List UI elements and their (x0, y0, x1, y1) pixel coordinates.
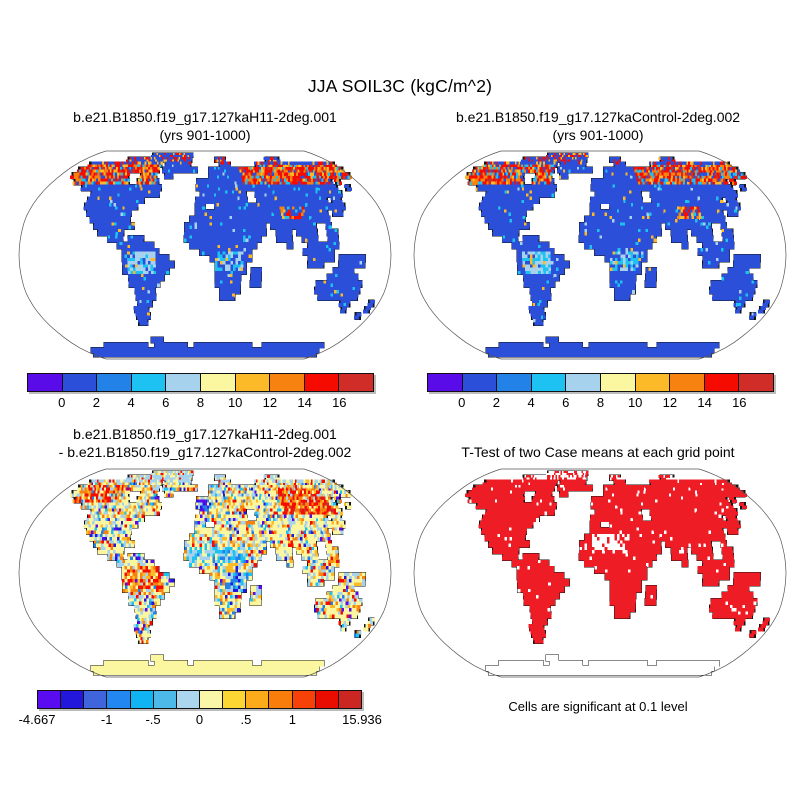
colorbar-tick-label: 2 (492, 395, 501, 410)
colorbar-segment (152, 691, 176, 708)
colorbar-segment (314, 691, 338, 708)
main-title: JJA SOIL3C (kgC/m^2) (307, 76, 493, 96)
colorbar-segment (165, 374, 200, 391)
colorbar-tick-label: 16 (332, 395, 347, 410)
colorbar-segment (669, 374, 704, 391)
colorbar-segment (130, 374, 166, 391)
colorbar-segment (303, 374, 339, 391)
colorbar-segment (634, 374, 670, 391)
colorbar-segment (738, 374, 773, 391)
colorbar-tick-label: .5 (240, 712, 252, 727)
panel-title-difference-line1: b.e21.B1850.f19_g17.127kaH11-2deg.001 (73, 426, 337, 442)
colorbar-segment (496, 374, 531, 391)
map-case2 (413, 150, 787, 360)
colorbar-segment (175, 691, 199, 708)
panel-title-ttest: T-Test of two Case means at each grid po… (403, 443, 793, 461)
colorbar-tick-label: 8 (196, 395, 205, 410)
colorbar-segment (337, 691, 361, 708)
colorbar-segment (28, 374, 62, 391)
colorbar-tick-labels: -4.667 -1 -.5 0 .5 1 15.936 (19, 712, 382, 728)
map-outline (413, 150, 787, 360)
colorbar-tick-label: -.5 (145, 712, 161, 727)
panel-title-case2-line2: (yrs 901-1000) (552, 127, 644, 143)
colorbar-tick-label: 12 (262, 395, 278, 410)
panel-title-case1-line1: b.e21.B1850.f19_g17.127kaH11-2deg.001 (73, 109, 337, 125)
colorbar-difference: -4.667 -1 -.5 0 .5 1 15.936 (19, 690, 382, 728)
colorbar-tick-label: 14 (297, 395, 312, 410)
colorbar-segment (222, 691, 246, 708)
colorbar-segment (338, 374, 373, 391)
colorbar-segment (291, 691, 315, 708)
colorbar-tick-label: 4 (127, 395, 135, 410)
colorbar-case1: 0 2 4 6 8 10 12 14 16 (27, 373, 374, 411)
map-outline (18, 468, 392, 678)
colorbar-strip (27, 373, 374, 392)
map-ttest (413, 468, 787, 678)
map-case1 (18, 150, 392, 360)
colorbar-tick-label: 16 (732, 395, 747, 410)
panel-title-ttest-line1: T-Test of two Case means at each grid po… (461, 444, 735, 460)
colorbar-tick-label: 0 (58, 395, 66, 410)
panel-title-difference-line2: - b.e21.B1850.f19_g17.127kaControl-2deg.… (58, 444, 352, 460)
colorbar-segment (96, 374, 131, 391)
colorbar-tick-label: 8 (596, 395, 605, 410)
colorbar-segment (565, 374, 600, 391)
colorbar-tick-labels: 0 2 4 6 8 10 12 14 16 (27, 395, 374, 411)
map-difference (18, 468, 392, 678)
colorbar-segment (268, 691, 292, 708)
colorbar-tick-label: 0 (458, 395, 466, 410)
colorbar-segment (106, 691, 130, 708)
colorbar-segment (461, 374, 497, 391)
colorbar-segment (530, 374, 566, 391)
colorbar-segment (234, 374, 270, 391)
colorbar-strip (37, 690, 362, 709)
colorbar-tick-label: 10 (627, 395, 643, 410)
colorbar-segment (129, 691, 153, 708)
colorbar-tick-label: 10 (227, 395, 243, 410)
panel-title-case2: b.e21.B1850.f19_g17.127kaControl-2deg.00… (403, 108, 793, 144)
ttest-caption: Cells are significant at 0.1 level (508, 699, 688, 714)
colorbar-segment (269, 374, 304, 391)
colorbar-segment (83, 691, 107, 708)
colorbar-tick-label: 2 (92, 395, 101, 410)
colorbar-tick-label: 14 (697, 395, 712, 410)
colorbar-segment (703, 374, 739, 391)
colorbar-segment (199, 374, 235, 391)
colorbar-case2: 0 2 4 6 8 10 12 14 16 (427, 373, 774, 411)
panel-title-difference: b.e21.B1850.f19_g17.127kaH11-2deg.001 - … (10, 425, 400, 461)
colorbar-tick-label: 6 (162, 395, 170, 410)
map-outline (413, 468, 787, 678)
colorbar-strip (427, 373, 774, 392)
panel-title-case1-line2: (yrs 901-1000) (159, 127, 251, 143)
colorbar-tick-label: 1 (288, 712, 296, 727)
colorbar-tick-labels: 0 2 4 6 8 10 12 14 16 (427, 395, 774, 411)
panel-title-case1: b.e21.B1850.f19_g17.127kaH11-2deg.001 (y… (10, 108, 400, 144)
map-outline (18, 150, 392, 360)
colorbar-segment (245, 691, 269, 708)
colorbar-segment (61, 374, 97, 391)
colorbar-tick-label: 15.936 (342, 712, 382, 727)
colorbar-segment (599, 374, 635, 391)
colorbar-tick-label: -1 (100, 712, 113, 727)
colorbar-segment (38, 691, 61, 708)
colorbar-segment (60, 691, 84, 708)
colorbar-segment (198, 691, 223, 708)
colorbar-segment (428, 374, 462, 391)
colorbar-tick-label: 4 (527, 395, 535, 410)
panel-title-case2-line1: b.e21.B1850.f19_g17.127kaControl-2deg.00… (455, 109, 741, 125)
colorbar-tick-label: -4.667 (18, 712, 56, 727)
colorbar-tick-label: 12 (662, 395, 678, 410)
colorbar-tick-label: 0 (195, 712, 204, 727)
colorbar-tick-label: 6 (562, 395, 570, 410)
